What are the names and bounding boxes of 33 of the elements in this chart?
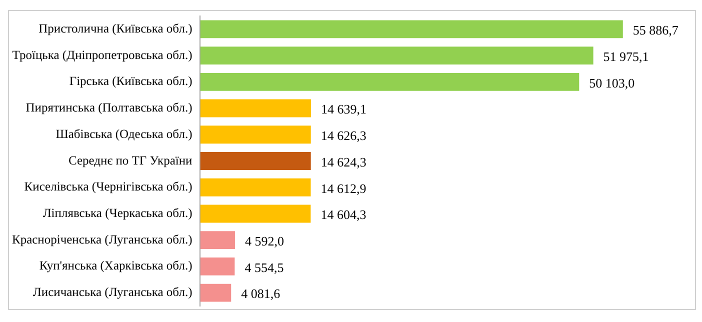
data-label: 50 103,0 bbox=[589, 75, 635, 90]
bar bbox=[200, 204, 311, 223]
bar bbox=[200, 231, 235, 250]
y-tick-label: Середнє по ТГ України bbox=[68, 153, 193, 168]
data-label: 4 592,0 bbox=[244, 234, 284, 249]
y-tick-label: Ліплявська (Черкаська обл.) bbox=[42, 206, 192, 220]
data-label: 55 886,7 bbox=[632, 22, 679, 38]
y-tick-label: Куп'янська (Харківська обл.) bbox=[39, 258, 192, 273]
bar bbox=[200, 46, 594, 65]
data-label: 51 975,1 bbox=[603, 48, 649, 64]
data-label: 4 554,5 bbox=[244, 260, 284, 275]
data-label: 4 081,6 bbox=[241, 286, 281, 302]
data-label: 14 612,9 bbox=[320, 180, 366, 196]
y-tick-label: Красноріченська (Луганська обл.) bbox=[12, 232, 192, 246]
y-tick-label: Пирятинська (Полтавська обл.) bbox=[26, 100, 192, 115]
bar bbox=[200, 99, 311, 118]
data-label: 14 604,3 bbox=[320, 207, 366, 222]
data-label: 14 624,3 bbox=[320, 154, 366, 170]
y-tick-label: Киселівська (Чернігівська обл.) bbox=[24, 180, 192, 194]
y-tick-label: Шабівська (Одеська обл.) bbox=[56, 126, 192, 141]
bar bbox=[200, 257, 235, 276]
data-label: 14 639,1 bbox=[320, 102, 366, 117]
bar bbox=[200, 152, 311, 170]
bar bbox=[200, 284, 232, 302]
bar bbox=[200, 72, 580, 91]
y-tick-label: Пристолична (Київська обл.) bbox=[38, 21, 192, 36]
y-tick-label: Троїцька (Дніпропетровська обл.) bbox=[12, 48, 192, 62]
y-tick-label: Гірська (Київська обл.) bbox=[69, 74, 192, 88]
bar bbox=[200, 178, 311, 196]
bar bbox=[200, 20, 623, 38]
data-label: 14 626,3 bbox=[320, 128, 366, 144]
bar bbox=[200, 126, 311, 144]
y-tick-label: Лисичанська (Луганська обл.) bbox=[32, 285, 192, 300]
